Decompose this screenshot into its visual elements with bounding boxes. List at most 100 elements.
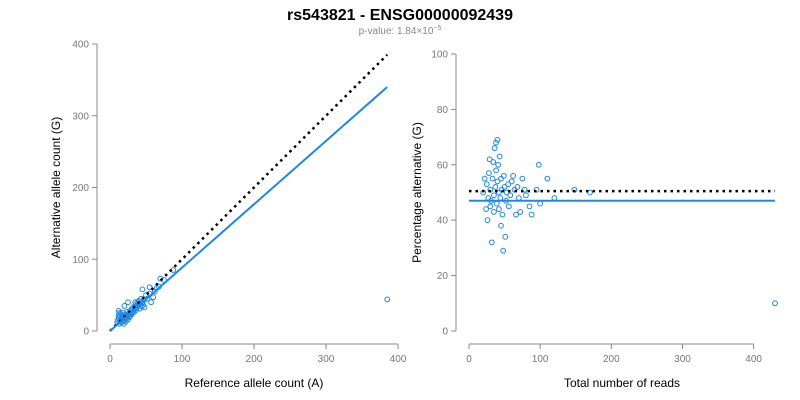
data-point <box>384 296 391 303</box>
data-point <box>487 203 494 210</box>
data-point <box>508 178 515 185</box>
data-point <box>523 192 529 199</box>
data-point <box>528 211 535 218</box>
reference-line <box>109 53 389 332</box>
data-point <box>497 195 504 201</box>
data-point <box>517 208 524 215</box>
y-tick-label: 20 <box>437 271 449 282</box>
data-point <box>495 161 502 168</box>
y-tick-label: 400 <box>72 40 89 51</box>
x-tick-label: 200 <box>603 354 620 365</box>
y-tick-label: 40 <box>437 216 449 227</box>
y-tick-label: 200 <box>72 183 89 194</box>
data-point <box>505 181 512 188</box>
y-tick-label: 80 <box>437 105 449 116</box>
x-tick-label: 200 <box>246 354 263 365</box>
data-point <box>495 206 502 213</box>
x-tick-label: 100 <box>174 354 191 365</box>
panel-left: 0 100 200 300 400 0 100 200 300 400 Reference alle… <box>49 40 407 391</box>
data-point <box>587 189 593 196</box>
data-point <box>513 211 519 218</box>
x-axis-label: Reference allele count (A) <box>185 376 324 390</box>
data-point <box>507 192 514 199</box>
y-tick-label: 0 <box>83 327 89 338</box>
y-axis-label: Percentage alternative (G) <box>410 122 424 263</box>
subtitle-times: ×10 <box>416 26 433 37</box>
data-point <box>481 175 488 182</box>
data-point <box>139 286 146 293</box>
y-tick-label: 300 <box>72 111 89 122</box>
data-point <box>491 208 497 215</box>
data-point <box>503 189 510 196</box>
data-point <box>484 217 491 224</box>
data-point <box>486 156 493 163</box>
data-point <box>148 299 154 306</box>
data-point <box>772 300 778 307</box>
y-tick-label: 100 <box>431 50 448 61</box>
data-point <box>486 170 492 177</box>
x-axis-label: Total number of reads <box>564 376 680 390</box>
data-point <box>501 184 508 190</box>
x-tick-label: 400 <box>745 354 762 365</box>
data-point <box>494 136 501 143</box>
data-point <box>492 184 499 190</box>
data-point <box>521 186 528 193</box>
data-point <box>537 200 544 207</box>
data-point <box>551 195 558 201</box>
data-point <box>514 184 521 190</box>
data-point <box>144 295 151 302</box>
data-point <box>493 200 500 207</box>
data-point <box>490 159 497 165</box>
data-point <box>500 172 507 179</box>
data-point <box>491 145 498 152</box>
x-tick-label: 0 <box>107 354 113 365</box>
x-tick-label: 400 <box>390 354 407 365</box>
data-point <box>121 302 128 309</box>
data-point <box>526 203 533 210</box>
y-tick-label: 60 <box>437 160 449 171</box>
data-point <box>141 304 148 311</box>
data-point <box>500 247 507 254</box>
data-point <box>510 172 517 179</box>
data-point <box>494 178 501 185</box>
x-tick-label: 0 <box>466 354 472 365</box>
data-point <box>125 299 131 306</box>
data-point <box>505 203 512 210</box>
data-point <box>157 275 164 282</box>
y-tick-label: 100 <box>72 255 89 266</box>
data-point <box>544 175 551 182</box>
data-point <box>483 206 489 213</box>
chart-title: rs543821 - ENSG00000092439 <box>287 7 513 24</box>
x-tick-label: 300 <box>674 354 691 365</box>
x-tick-label: 300 <box>318 354 335 365</box>
data-point <box>143 292 149 299</box>
data-point <box>533 186 540 193</box>
chart-subtitle: p-value: 1.84×10−5 <box>359 25 442 37</box>
data-point <box>498 175 504 182</box>
data-point <box>502 233 509 240</box>
data-point <box>489 175 496 182</box>
data-point <box>483 181 490 188</box>
data-point <box>496 153 503 160</box>
data-point <box>519 175 526 182</box>
subtitle-exponent: −5 <box>433 25 441 32</box>
data-point <box>488 239 495 246</box>
data-point <box>115 308 122 314</box>
panel-right: 0 100 200 300 400 0 20 40 60 80 100 Total number of… <box>410 50 778 390</box>
data-point <box>493 139 499 146</box>
data-point <box>493 167 499 174</box>
fit-line <box>109 86 388 332</box>
data-point <box>491 192 497 199</box>
subtitle-prefix: p-value: 1.84 <box>359 26 417 37</box>
data-point <box>485 195 492 201</box>
data-point <box>499 211 506 218</box>
data-point <box>515 195 522 201</box>
x-tick-label: 100 <box>532 354 549 365</box>
data-point <box>150 294 157 301</box>
y-axis-label: Alternative allele count (G) <box>49 117 63 258</box>
data-point <box>498 222 504 229</box>
data-point <box>146 284 153 291</box>
data-point <box>535 161 542 168</box>
y-tick-label: 0 <box>442 327 448 338</box>
